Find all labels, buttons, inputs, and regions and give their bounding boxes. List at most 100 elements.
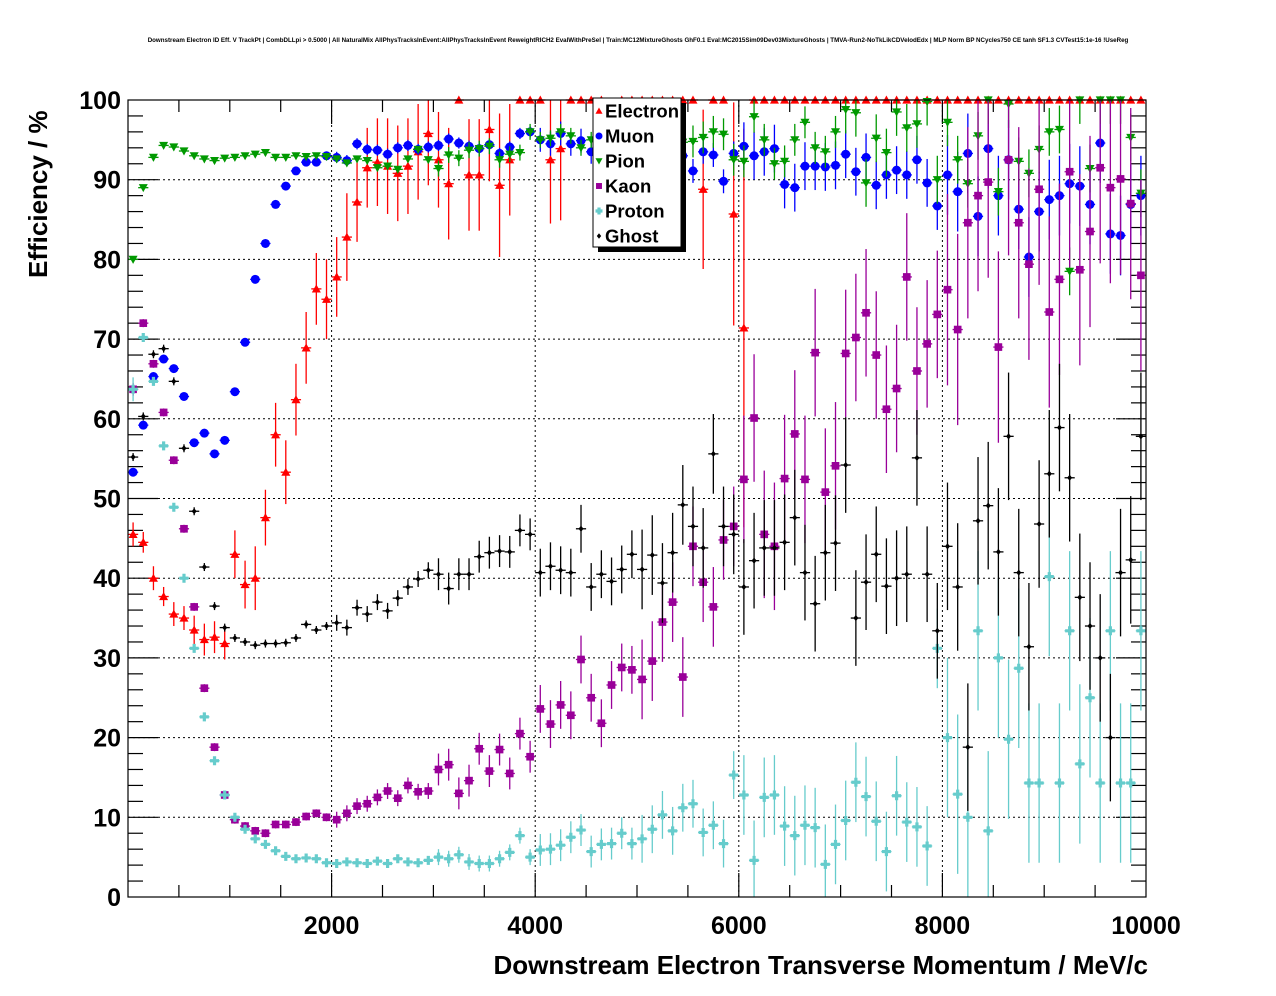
data-point — [413, 145, 424, 154]
data-point — [270, 639, 281, 648]
marker-cross — [291, 854, 301, 864]
data-point — [728, 751, 739, 799]
marker-square — [281, 820, 290, 829]
data-point — [423, 855, 434, 865]
marker-square — [353, 802, 361, 810]
marker-triangle-down — [871, 134, 881, 143]
data-point — [1074, 533, 1085, 662]
marker-cross — [1004, 734, 1014, 744]
data-point — [901, 151, 912, 199]
data-point — [799, 785, 811, 866]
marker-diamond — [924, 571, 930, 578]
marker-diamond — [232, 634, 238, 642]
data-point — [189, 152, 200, 161]
marker-square — [567, 711, 575, 720]
data-point — [545, 833, 556, 866]
data-point — [575, 635, 587, 684]
marker-circle — [892, 165, 902, 175]
marker-diamond — [364, 610, 370, 618]
marker-triangle-down — [566, 132, 576, 141]
marker-square — [862, 308, 870, 317]
data-point — [728, 102, 739, 326]
marker-triangle-down — [1054, 125, 1064, 134]
marker-circle — [780, 179, 790, 189]
data-point — [301, 620, 312, 629]
data-point — [687, 779, 699, 828]
data-point — [331, 811, 342, 828]
data-point — [484, 536, 495, 569]
data-point — [453, 137, 464, 149]
data-point — [239, 824, 251, 834]
marker-square — [1014, 218, 1023, 227]
marker-square — [964, 218, 972, 227]
data-point — [178, 444, 190, 453]
data-point — [301, 812, 312, 821]
marker-triangle-down — [942, 118, 952, 127]
data-point — [453, 777, 464, 810]
legend-label-muon: Muon — [605, 126, 654, 147]
marker-diamond — [293, 634, 299, 642]
marker-circle — [749, 151, 759, 161]
data-point — [138, 420, 149, 430]
marker-triangle-up — [372, 157, 382, 166]
marker-cross — [484, 859, 494, 869]
legend-marker-pion — [595, 158, 603, 165]
marker-cross — [332, 859, 342, 869]
marker-cross — [912, 822, 922, 832]
marker-diamond — [1107, 734, 1113, 741]
data-point — [484, 755, 495, 788]
marker-square — [475, 744, 484, 753]
marker-cross — [352, 858, 362, 868]
marker-triangle-down — [932, 176, 942, 185]
data-point — [555, 681, 566, 729]
data-point — [463, 853, 475, 870]
data-point — [718, 486, 729, 567]
marker-diamond — [761, 544, 767, 552]
data-point — [189, 615, 200, 645]
marker-diamond — [659, 579, 665, 587]
marker-cross — [372, 856, 382, 866]
marker-square — [1065, 167, 1074, 176]
marker-cross — [881, 847, 891, 857]
data-point — [565, 691, 576, 740]
marker-diamond — [985, 502, 991, 509]
data-point — [830, 115, 841, 148]
marker-triangle-down — [800, 118, 810, 127]
data-point — [1125, 703, 1136, 863]
data-point — [983, 751, 994, 897]
marker-circle — [210, 449, 220, 459]
marker-cross — [423, 855, 433, 865]
data-point — [402, 578, 414, 595]
data-point — [382, 602, 393, 619]
data-point — [911, 787, 923, 867]
data-point — [769, 500, 780, 596]
data-point — [626, 530, 637, 579]
marker-square — [556, 701, 565, 709]
data-point — [443, 133, 454, 145]
marker-cross — [393, 854, 403, 864]
data-point — [657, 790, 668, 839]
data-point — [575, 139, 587, 156]
y-tick-label: 50 — [93, 486, 121, 514]
marker-triangle-up — [423, 128, 433, 138]
data-point — [250, 274, 261, 284]
marker-diamond — [262, 640, 268, 647]
data-point — [311, 854, 322, 864]
data-point — [362, 127, 373, 208]
marker-triangle-down — [281, 153, 291, 162]
data-point — [922, 158, 933, 207]
marker-diamond — [670, 549, 676, 556]
marker-triangle-down — [362, 156, 372, 166]
marker-cross — [1075, 759, 1085, 769]
data-point — [667, 806, 678, 855]
data-point — [942, 194, 953, 386]
marker-square — [994, 343, 1003, 351]
data-point — [189, 438, 200, 448]
marker-circle — [688, 166, 698, 176]
data-point — [535, 548, 546, 597]
data-point — [1095, 100, 1106, 264]
data-point — [626, 827, 637, 860]
data-point — [260, 839, 271, 849]
marker-square — [292, 818, 300, 826]
